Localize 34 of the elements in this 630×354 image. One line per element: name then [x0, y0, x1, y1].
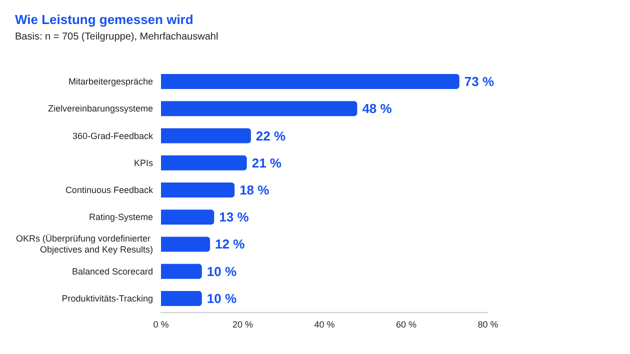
x-tick-label: 60 % — [396, 320, 417, 330]
data-label: 21 % — [252, 155, 282, 170]
y-tick-label: Continuous Feedback — [65, 185, 154, 195]
y-tick-label: Mitarbeitergespräche — [68, 76, 153, 87]
bar — [161, 155, 247, 170]
data-label: 48 % — [362, 101, 392, 116]
data-label: 22 % — [256, 128, 286, 144]
x-tick-label: 80 % — [478, 320, 498, 330]
data-label: 10 % — [206, 290, 237, 306]
bar — [161, 101, 358, 116]
data-label: 13 % — [219, 210, 250, 225]
data-label: 73 % — [464, 74, 494, 90]
data-label: 10 % — [206, 264, 237, 279]
y-tick-label: KPIs — [134, 158, 154, 168]
chart-title: Wie Leistung gemessen wird — [15, 12, 194, 27]
bar — [161, 264, 202, 279]
x-tick-label: 0 % — [153, 320, 169, 330]
data-label: 12 % — [215, 236, 246, 252]
y-tick-label: Produktivitäts-Tracking — [62, 293, 153, 304]
bar — [161, 210, 214, 225]
y-tick-label: Rating-Systeme — [88, 212, 153, 222]
bar — [161, 182, 235, 198]
y-tick-label: 360-Grad-Feedback — [72, 130, 154, 141]
x-tick-label: 40 % — [314, 320, 335, 330]
bar — [161, 74, 460, 90]
bar — [161, 128, 251, 144]
chart-subtitle: Basis: n = 705 (Teilgruppe), Mehrfachauswahl — [15, 32, 218, 42]
x-tick-label: 20 % — [232, 320, 254, 330]
y-tick-label: Balanced Scorecard — [72, 266, 153, 276]
y-tick-label: OKRs (Überprüfung vordefinierter Objectives and Key Results) — [16, 234, 153, 255]
bar — [161, 290, 202, 306]
y-tick-label: Zielvereinbarungssysteme — [48, 104, 153, 114]
bar — [161, 236, 210, 252]
data-label: 18 % — [240, 182, 270, 198]
